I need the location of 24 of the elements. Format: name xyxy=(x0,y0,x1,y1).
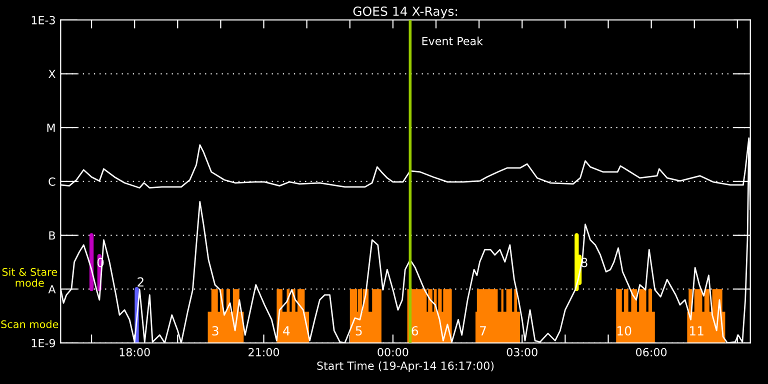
text: Scan mode xyxy=(1,320,58,328)
x-tick-label: 21:00 xyxy=(248,348,280,356)
y-tick-label: M xyxy=(47,124,55,132)
x-axis-title: Start Time (19-Apr-14 16:17:00) xyxy=(317,361,494,372)
annotation: 6 xyxy=(412,326,418,336)
annotation: 5 xyxy=(356,326,362,336)
annotation: 10 xyxy=(618,326,632,336)
x-tick-label: 00:00 xyxy=(378,348,408,356)
x-tick-label: 03:00 xyxy=(506,348,538,356)
annotation: 2 xyxy=(138,277,144,286)
annotation: 7 xyxy=(480,326,486,336)
x-tick-label: 18:00 xyxy=(120,348,150,356)
x-tick-label: 06:00 xyxy=(636,348,667,356)
y-tick-label: A xyxy=(48,285,56,294)
y-tick-label: B xyxy=(49,231,56,240)
annotation: 4 xyxy=(283,326,290,336)
annotation: 3 xyxy=(212,326,218,336)
y-tick-label: 1E-9 xyxy=(32,338,56,348)
y-tick-label: C xyxy=(48,177,56,186)
y-tick-label: X xyxy=(48,70,56,78)
annotation: 11 xyxy=(690,326,704,336)
y-tick-label: 1E-3 xyxy=(32,16,55,24)
chart-title: GOES 14 X-Rays: xyxy=(353,6,457,18)
ref-line-label: Event Peak xyxy=(422,36,483,46)
